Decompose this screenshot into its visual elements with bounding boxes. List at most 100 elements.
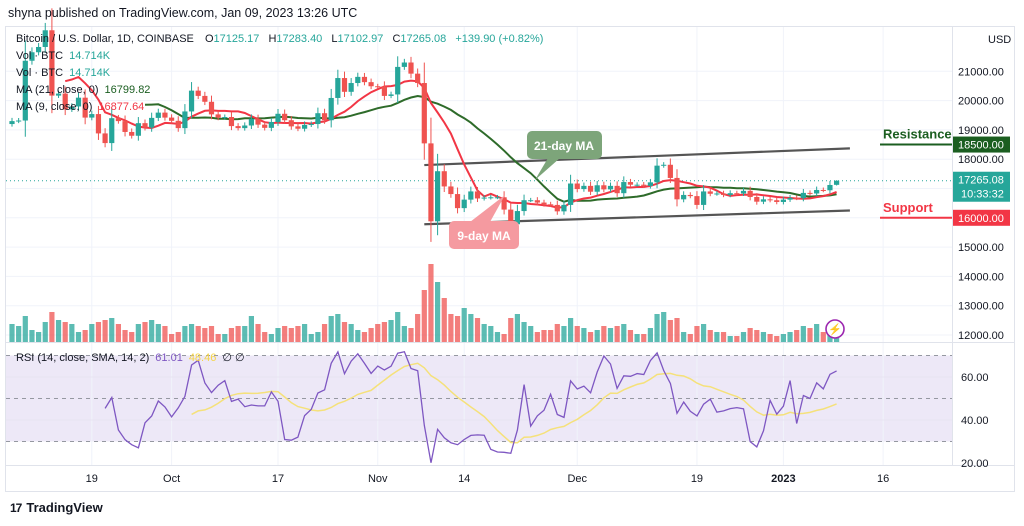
volume-bar — [800, 326, 806, 342]
rsi-label: RSI (14, close, SMA, 14, 2) — [16, 352, 150, 364]
candle — [75, 92, 82, 111]
volume-bar — [235, 326, 241, 342]
volume-bar — [115, 324, 121, 342]
volume-bar — [355, 330, 361, 342]
time-tick-label: Dec — [567, 473, 587, 485]
volume-bar — [228, 328, 235, 342]
candle — [774, 197, 780, 205]
vol-label: Vol · BTC — [16, 50, 64, 62]
candle-body — [242, 125, 248, 129]
candle — [435, 153, 441, 236]
volume-bar — [548, 330, 554, 342]
candle-body — [760, 199, 767, 202]
ma9-value: 16877.64 — [98, 101, 145, 113]
candle — [561, 200, 567, 215]
ma9-legend[interactable]: MA (9, close, 0) 16877.64 — [16, 101, 144, 113]
candle — [109, 108, 115, 151]
candle — [820, 187, 826, 193]
ma21-legend[interactable]: MA (21, close, 0) 16799.82 — [16, 84, 150, 96]
callout-box — [527, 131, 602, 159]
candle — [95, 105, 102, 140]
volume-bar — [262, 332, 268, 342]
volume-bar — [388, 320, 394, 342]
volume-legend-1[interactable]: Vol · BTC 14.714K — [16, 50, 110, 62]
volume-bar — [202, 328, 208, 342]
candle — [568, 174, 574, 212]
candle-body — [481, 197, 487, 199]
volume-bar — [328, 316, 334, 342]
candle-body — [9, 121, 15, 125]
candle — [448, 181, 454, 198]
candle — [574, 179, 580, 193]
volume-legend-2[interactable]: Vol · BTC 14.714K — [16, 67, 110, 79]
vol-value: 14.714K — [69, 50, 111, 62]
volume-bar — [534, 332, 540, 342]
candle — [9, 117, 15, 127]
time-tick-label: 19 — [691, 473, 703, 485]
candle-body — [248, 118, 254, 126]
candle-body — [262, 124, 268, 128]
volume-bar — [341, 322, 348, 342]
candle — [102, 128, 108, 148]
candle-body — [780, 199, 786, 202]
volume-bar — [634, 334, 640, 342]
lightning-icon: ⚡ — [828, 323, 842, 336]
axes: USD 21000.00 20000.00 19000.00 18000.00 15000… — [86, 34, 1012, 485]
candle-body — [548, 204, 554, 206]
candle-body — [255, 118, 261, 125]
candle — [594, 180, 600, 196]
candle-body — [268, 121, 274, 128]
candle — [554, 200, 560, 215]
volume-bar — [62, 322, 68, 342]
candle-body — [501, 197, 507, 210]
candle — [814, 186, 820, 197]
candle-body — [195, 90, 201, 96]
tradingview-logo[interactable]: 17 TradingView — [10, 500, 103, 515]
candle — [667, 158, 673, 183]
volume-bar — [661, 312, 667, 342]
candle-body — [681, 194, 687, 200]
candle-body — [694, 196, 700, 205]
volume-bar — [647, 328, 653, 342]
candle-body — [601, 185, 607, 190]
volume-bar — [707, 330, 713, 342]
volume-bars — [9, 264, 840, 342]
volume-bar — [454, 316, 461, 342]
candle-body — [674, 177, 680, 200]
price-badge-resistance — [953, 136, 1010, 153]
volume-bar — [554, 324, 560, 342]
candle — [355, 72, 361, 87]
candle-body — [49, 30, 55, 96]
volume-bar — [302, 324, 308, 342]
candle-body — [474, 191, 481, 199]
candle — [740, 187, 747, 196]
symbol-name[interactable]: Bitcoin / U.S. Dollar, 1D, COINBASE — [16, 33, 194, 45]
volume-bar — [621, 324, 627, 342]
volume-bar — [149, 320, 155, 342]
candle — [521, 194, 527, 216]
volume-bar — [428, 264, 434, 342]
candle-body — [302, 124, 308, 129]
price-tick-label: 18000.00 — [958, 154, 1004, 166]
candle — [415, 68, 421, 88]
candle — [115, 114, 121, 124]
rsi-legend[interactable]: RSI (14, close, SMA, 14, 2) 61.01 48.46 ∅ ∅ — [16, 351, 245, 364]
candle-body — [461, 199, 467, 209]
candle-body — [388, 94, 394, 96]
volume-bar — [747, 328, 753, 342]
candle — [760, 196, 767, 205]
low-value: 17102.97 — [337, 33, 384, 45]
volume-bar — [740, 332, 747, 342]
candle — [149, 112, 155, 132]
volume-bar — [780, 334, 786, 342]
volume-bar — [494, 332, 501, 342]
candle-body — [42, 30, 48, 47]
last-price-text: 17265.08 — [958, 175, 1004, 187]
candle — [674, 169, 680, 207]
candle — [607, 182, 614, 193]
change-value: +139.90 (+0.82%) — [455, 33, 544, 45]
candle — [381, 81, 387, 101]
price-tick-label: 12000.00 — [958, 330, 1004, 342]
candle — [754, 193, 760, 205]
